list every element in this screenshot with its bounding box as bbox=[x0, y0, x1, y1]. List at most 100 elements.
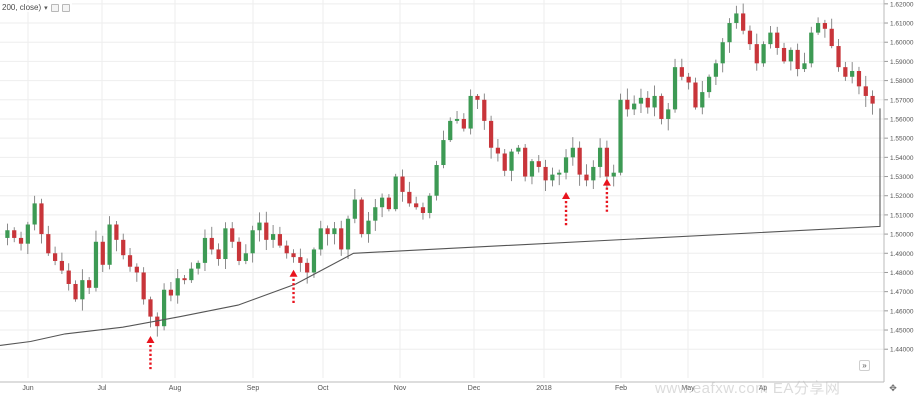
candle bbox=[672, 58, 678, 113]
y-tick-label: 1.53000 bbox=[890, 174, 914, 181]
close-icon[interactable] bbox=[61, 3, 70, 12]
candle bbox=[5, 223, 10, 246]
candle bbox=[775, 26, 780, 55]
candle bbox=[870, 90, 875, 115]
candle bbox=[141, 267, 146, 305]
candle bbox=[809, 26, 814, 68]
candle bbox=[815, 17, 821, 35]
x-tick-label: Jul bbox=[98, 385, 107, 392]
y-tick-label: 1.61000 bbox=[890, 21, 914, 28]
settings-icon[interactable] bbox=[50, 3, 59, 12]
candle bbox=[393, 173, 398, 212]
indicator-legend[interactable]: 200, close) ▾ bbox=[0, 3, 72, 12]
candle bbox=[618, 93, 623, 176]
candle bbox=[747, 25, 753, 51]
scroll-right-button[interactable]: » bbox=[859, 360, 870, 371]
candle bbox=[277, 226, 283, 248]
candle bbox=[87, 277, 92, 294]
x-tick-label: Feb bbox=[615, 385, 627, 392]
candle bbox=[243, 244, 248, 265]
candle bbox=[127, 248, 133, 272]
candle bbox=[379, 193, 385, 218]
candle bbox=[345, 215, 351, 259]
candle bbox=[686, 72, 691, 90]
candle bbox=[332, 222, 337, 245]
candle bbox=[434, 160, 439, 201]
candle bbox=[93, 230, 99, 292]
candle bbox=[386, 194, 392, 212]
candle bbox=[591, 160, 596, 190]
candle bbox=[305, 258, 310, 284]
move-icon[interactable]: ✥ bbox=[889, 383, 897, 393]
candle bbox=[720, 38, 725, 73]
candle bbox=[100, 235, 105, 272]
candle bbox=[597, 138, 603, 178]
candle bbox=[32, 195, 37, 231]
candle bbox=[652, 85, 657, 117]
candle bbox=[645, 91, 650, 114]
x-tick-label: Nov bbox=[394, 385, 407, 392]
candle bbox=[529, 158, 535, 185]
candle bbox=[114, 220, 119, 252]
candle bbox=[700, 80, 705, 115]
candle bbox=[25, 221, 30, 255]
candle bbox=[550, 167, 555, 187]
candle bbox=[856, 66, 862, 95]
candle bbox=[175, 269, 180, 304]
candle bbox=[836, 38, 841, 72]
candle bbox=[352, 189, 357, 224]
candle bbox=[121, 233, 126, 260]
x-tick-label: Oct bbox=[318, 385, 329, 392]
candle bbox=[223, 222, 228, 269]
candle bbox=[400, 169, 405, 202]
candle bbox=[325, 225, 330, 246]
candle bbox=[298, 248, 303, 272]
watermark: www.eafxw.com EA分享网 bbox=[655, 380, 841, 397]
candle bbox=[414, 196, 419, 210]
y-tick-label: 1.47000 bbox=[890, 289, 914, 296]
candle bbox=[291, 249, 296, 263]
candle bbox=[216, 243, 221, 266]
candle bbox=[18, 231, 24, 251]
candle bbox=[822, 19, 828, 38]
x-tick-label: Jun bbox=[22, 385, 33, 392]
candle bbox=[73, 280, 78, 302]
up-arrow-marker bbox=[289, 269, 298, 304]
candle bbox=[536, 155, 541, 173]
candle bbox=[802, 52, 807, 73]
y-tick-label: 1.54000 bbox=[890, 155, 914, 162]
candle bbox=[12, 227, 17, 243]
x-tick-label: 2018 bbox=[536, 385, 552, 392]
candle bbox=[706, 74, 712, 98]
candle bbox=[741, 3, 746, 35]
candle bbox=[638, 88, 644, 114]
up-arrow-marker bbox=[562, 192, 571, 227]
candle bbox=[359, 197, 364, 238]
moving-average-line bbox=[0, 108, 881, 346]
candle bbox=[59, 252, 65, 274]
candle bbox=[454, 111, 460, 124]
candle bbox=[66, 263, 71, 291]
candle bbox=[666, 102, 671, 131]
candle bbox=[761, 41, 766, 67]
candle bbox=[407, 181, 412, 207]
candle bbox=[168, 282, 174, 302]
candle bbox=[502, 149, 507, 177]
y-tick-label: 1.52000 bbox=[890, 193, 914, 200]
candle bbox=[257, 212, 262, 242]
candle bbox=[250, 225, 255, 263]
y-tick-label: 1.44000 bbox=[890, 347, 914, 354]
candle bbox=[795, 43, 800, 77]
candle bbox=[209, 226, 214, 255]
chevron-down-icon[interactable]: ▾ bbox=[44, 4, 48, 12]
y-tick-label: 1.58000 bbox=[890, 78, 914, 85]
candle bbox=[366, 211, 371, 243]
y-tick-label: 1.46000 bbox=[890, 308, 914, 315]
candle bbox=[155, 312, 160, 337]
candle bbox=[679, 58, 684, 81]
y-tick-label: 1.51000 bbox=[890, 212, 914, 219]
candle bbox=[461, 113, 466, 132]
candle bbox=[611, 164, 616, 187]
